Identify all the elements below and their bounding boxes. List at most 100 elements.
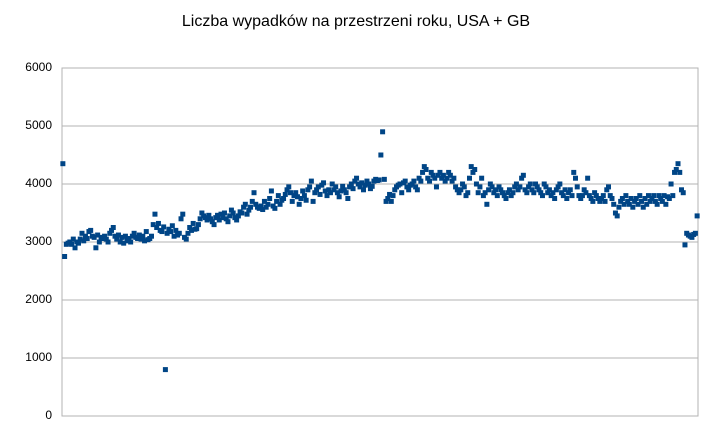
point [88, 227, 94, 233]
point [517, 184, 523, 190]
point [110, 225, 116, 230]
point [62, 254, 68, 259]
point [76, 240, 82, 246]
point [498, 187, 504, 193]
point [574, 184, 580, 190]
point [609, 196, 615, 201]
point [519, 175, 525, 181]
point [230, 210, 236, 216]
point [442, 178, 448, 184]
point [510, 190, 516, 196]
point [129, 233, 135, 239]
point [359, 180, 365, 186]
point [458, 187, 464, 193]
point [670, 193, 676, 199]
point [602, 198, 608, 204]
point [81, 238, 87, 244]
y-tick-label: 0 [45, 408, 52, 422]
point [477, 184, 483, 190]
point [633, 196, 639, 201]
point [494, 193, 500, 199]
point [595, 196, 601, 201]
point [579, 193, 585, 199]
point [496, 184, 502, 190]
point [639, 198, 645, 204]
point [70, 236, 76, 242]
point [461, 184, 467, 190]
point [677, 169, 683, 175]
point [303, 197, 309, 203]
point [454, 187, 460, 193]
point [444, 175, 450, 181]
point [249, 198, 255, 204]
point [555, 184, 561, 190]
point [692, 230, 698, 236]
y-tick-label: 4000 [25, 176, 52, 190]
point [539, 193, 545, 199]
point [475, 190, 481, 196]
point [447, 172, 453, 178]
point [142, 238, 148, 244]
point [560, 193, 566, 199]
point [315, 184, 321, 190]
point [626, 201, 632, 207]
point [126, 236, 132, 242]
point [206, 212, 212, 218]
point [593, 193, 599, 199]
point [666, 196, 672, 201]
point [329, 181, 335, 187]
point [185, 230, 191, 236]
point [435, 172, 441, 178]
point [453, 184, 459, 190]
y-tick-label: 3000 [25, 234, 52, 248]
point [180, 211, 186, 217]
point [260, 207, 266, 213]
point [336, 194, 342, 200]
point [121, 240, 127, 246]
point [527, 181, 533, 187]
point [345, 196, 351, 201]
point [310, 198, 316, 204]
point [569, 193, 575, 199]
point [630, 204, 636, 210]
point [281, 196, 287, 201]
point [654, 201, 660, 207]
point [103, 236, 109, 242]
point [348, 181, 354, 187]
point [508, 193, 514, 199]
point [155, 220, 161, 226]
point [204, 217, 210, 223]
point [105, 239, 111, 245]
point [119, 234, 125, 240]
point [425, 175, 431, 181]
point [305, 187, 311, 193]
point [487, 181, 493, 187]
point [402, 178, 408, 184]
point [427, 178, 433, 184]
point [385, 196, 391, 201]
point [95, 232, 101, 238]
point [406, 187, 412, 193]
point [96, 239, 102, 245]
point [235, 213, 241, 219]
point [618, 198, 624, 204]
point [694, 213, 700, 219]
point [321, 180, 327, 186]
point [91, 234, 97, 240]
point [168, 229, 174, 235]
point [606, 184, 612, 190]
point [251, 190, 257, 196]
point [437, 169, 443, 175]
point [380, 129, 386, 135]
point [557, 181, 563, 187]
point [432, 175, 438, 181]
point [154, 225, 160, 230]
point [112, 233, 118, 239]
point [397, 181, 403, 187]
point [680, 190, 686, 196]
point [187, 225, 193, 230]
point [221, 210, 227, 216]
point [581, 187, 587, 193]
point [479, 175, 485, 181]
point [413, 184, 419, 190]
